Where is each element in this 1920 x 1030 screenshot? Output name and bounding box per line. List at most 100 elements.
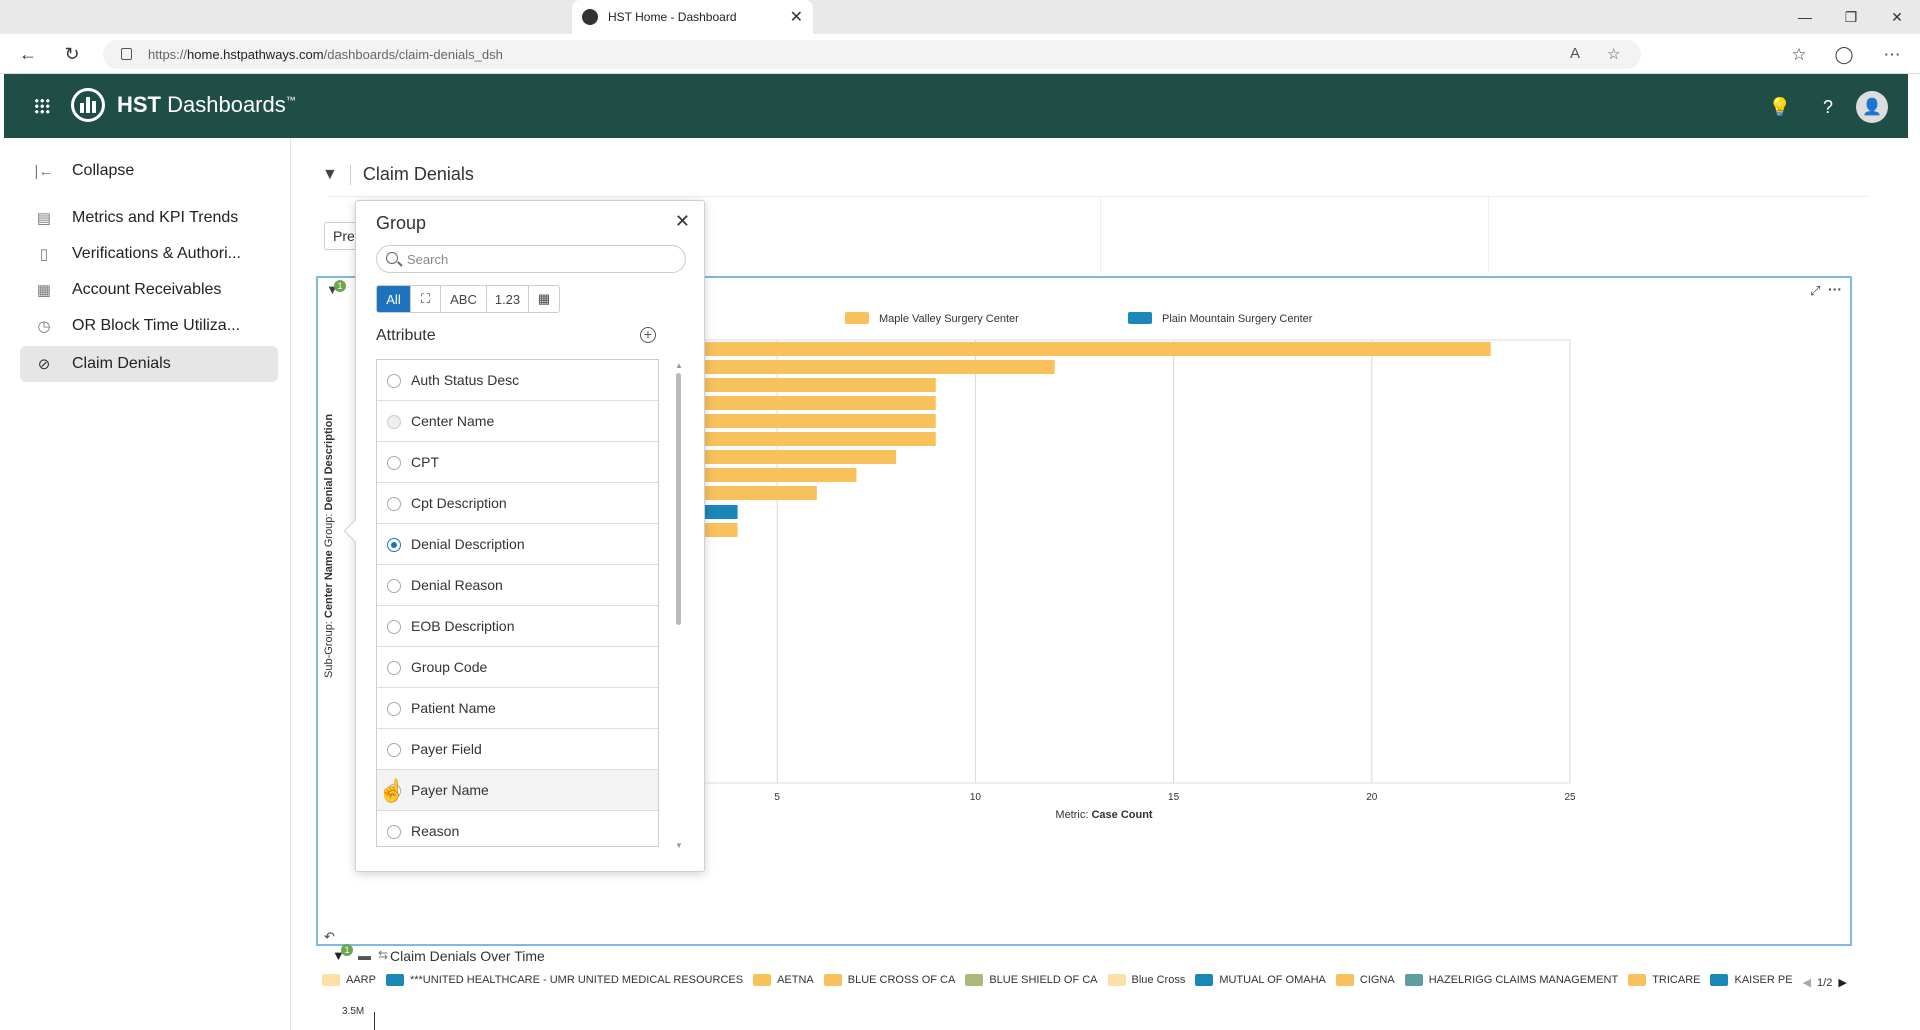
filter-count-text: 1: [337, 281, 342, 291]
comment-icon[interactable]: ▬: [358, 948, 371, 963]
radio-button[interactable]: [387, 620, 401, 634]
attribute-option[interactable]: Auth Status Desc: [377, 360, 658, 401]
hand-cursor-icon: ☝: [378, 778, 406, 803]
profile-icon[interactable]: ◯: [1834, 45, 1854, 64]
attribute-option[interactable]: Denial Reason: [377, 565, 658, 606]
attribute-option[interactable]: EOB Description: [377, 606, 658, 647]
radio-button[interactable]: [387, 661, 401, 675]
radio-button[interactable]: [387, 579, 401, 593]
filter-icon[interactable]: ▼: [322, 165, 338, 183]
minimize-icon[interactable]: —: [1798, 9, 1812, 25]
legend-item[interactable]: Blue Cross: [1107, 974, 1185, 986]
hierarchy-icon[interactable]: ⛶: [411, 286, 441, 312]
legend-item[interactable]: KAISER PE: [1710, 974, 1793, 986]
legend-swatch: [385, 974, 404, 986]
back-icon[interactable]: ←: [19, 43, 37, 64]
scroll-down-icon[interactable]: ▼: [675, 841, 683, 850]
legend-item[interactable]: BLUE CROSS OF CA: [823, 974, 956, 986]
radio-button[interactable]: [387, 415, 401, 429]
prev-page-icon[interactable]: ◀: [1802, 977, 1812, 989]
refresh-icon[interactable]: ↻: [64, 43, 80, 64]
radio-button[interactable]: [387, 497, 401, 511]
scroll-up-icon[interactable]: ▲: [675, 361, 683, 370]
add-attribute-icon[interactable]: +: [640, 327, 656, 343]
sidebar-item-account-receivables[interactable]: ▦ Account Receivables: [20, 272, 278, 308]
radio-button[interactable]: [387, 743, 401, 757]
more-options-icon[interactable]: ⋯: [1883, 45, 1901, 64]
legend-swatch: [965, 974, 984, 986]
swap-icon[interactable]: ⇆: [378, 948, 389, 962]
more-icon[interactable]: ···: [1828, 281, 1842, 297]
legend-item[interactable]: AETNA: [753, 974, 814, 986]
help-icon[interactable]: ?: [1822, 96, 1833, 117]
read-aloud-icon[interactable]: A: [1570, 45, 1581, 62]
brand-title: HST Dashboards™: [117, 92, 296, 117]
filter-text-button[interactable]: ABC: [441, 286, 487, 312]
browser-tab-bar: HST Home - Dashboard ✕ — ❐ ✕: [0, 0, 1920, 34]
radio-button[interactable]: [387, 825, 401, 839]
bar[interactable]: [579, 342, 1491, 356]
browser-tab[interactable]: HST Home - Dashboard ✕: [572, 0, 813, 34]
radio-button[interactable]: [387, 784, 401, 798]
legend-label: AARP: [346, 974, 376, 986]
sidebar-item-verifications[interactable]: ▯ Verifications & Authori...: [20, 236, 278, 272]
attribute-option[interactable]: Payer Field: [377, 729, 658, 770]
attribute-option[interactable]: CPT: [377, 442, 658, 483]
attribute-option-label: Payer Field: [411, 741, 482, 757]
favorites-icon[interactable]: ☆: [1791, 45, 1807, 64]
attribute-option[interactable]: Patient Name: [377, 688, 658, 729]
attribute-scrollbar[interactable]: ▲ ▼: [675, 361, 683, 851]
attribute-option[interactable]: Center Name: [377, 401, 658, 442]
chart-title: Claim Denials Over Time: [390, 948, 545, 964]
attribute-option[interactable]: Group Code: [377, 647, 658, 688]
legend-item[interactable]: TRICARE: [1628, 974, 1700, 986]
attribute-option-label: Payer Name: [411, 782, 489, 798]
legend-swatch: [823, 974, 842, 986]
search-input[interactable]: Search: [376, 245, 686, 273]
legend-item[interactable]: CIGNA: [1335, 974, 1395, 986]
legend-item[interactable]: AARP: [322, 974, 376, 986]
page-indicator: 1/2: [1817, 976, 1833, 989]
undo-icon[interactable]: ↶: [324, 929, 335, 944]
favorite-star-icon[interactable]: ☆: [1607, 46, 1621, 63]
next-page-icon[interactable]: ▶: [1838, 977, 1847, 989]
x-tick-label: 20: [1366, 792, 1378, 803]
close-tab-icon[interactable]: ✕: [789, 9, 803, 26]
attribute-option-label: EOB Description: [411, 618, 515, 634]
scrollbar-thumb[interactable]: [676, 373, 681, 625]
filter-count-badge: [334, 280, 346, 292]
attribute-option[interactable]: Reason: [377, 811, 658, 846]
close-window-icon[interactable]: ✕: [1891, 8, 1903, 25]
expand-icon[interactable]: ⤢: [1810, 283, 1820, 298]
legend-item[interactable]: BLUE SHIELD OF CA: [965, 974, 1098, 986]
attribute-option[interactable]: Cpt Description: [377, 483, 658, 524]
legend-item[interactable]: ***UNITED HEALTHCARE - UMR UNITED MEDICA…: [385, 974, 744, 986]
filter-all-button[interactable]: All: [377, 286, 411, 312]
calendar-icon[interactable]: ▦: [537, 291, 551, 306]
lightbulb-icon[interactable]: 💡: [1768, 96, 1792, 117]
restore-icon[interactable]: ❐: [1844, 8, 1858, 25]
legend-item[interactable]: HAZELRIGG CLAIMS MANAGEMENT: [1404, 974, 1618, 986]
sidebar-item-or-block-time[interactable]: ◷ OR Block Time Utiliza...: [20, 308, 278, 344]
attribute-option[interactable]: Payer Name: [377, 770, 658, 811]
sidebar-item-claim-denials[interactable]: ⊘ Claim Denials: [20, 346, 278, 382]
legend-label: BLUE CROSS OF CA: [847, 974, 956, 986]
filter-number-button[interactable]: 1.23: [487, 286, 529, 312]
app-launcher-icon[interactable]: [34, 98, 50, 114]
attribute-option[interactable]: Denial Description: [377, 524, 658, 565]
legend-item[interactable]: MUTUAL OF OMAHA: [1195, 974, 1326, 986]
url-field[interactable]: https://home.hstpathways.com/dashboards/…: [103, 40, 1641, 69]
collapse-button[interactable]: |← Collapse: [34, 162, 135, 180]
radio-button[interactable]: [387, 456, 401, 470]
user-avatar-icon[interactable]: 👤: [1856, 91, 1888, 123]
radio-button[interactable]: [387, 538, 401, 552]
sidebar-item-metrics[interactable]: ▤ Metrics and KPI Trends: [20, 200, 278, 236]
legend-swatch: [753, 974, 772, 986]
radio-button[interactable]: [387, 374, 401, 388]
sidebar: |← Collapse ▤ Metrics and KPI Trends ▯ V…: [4, 138, 291, 1030]
legend-label: Maple Valley Surgery Center: [879, 313, 1019, 325]
legend-swatch: [1128, 312, 1152, 324]
radio-button[interactable]: [387, 702, 401, 716]
legend-label: ***UNITED HEALTHCARE - UMR UNITED MEDICA…: [409, 974, 744, 986]
close-icon[interactable]: ✕: [674, 211, 690, 231]
